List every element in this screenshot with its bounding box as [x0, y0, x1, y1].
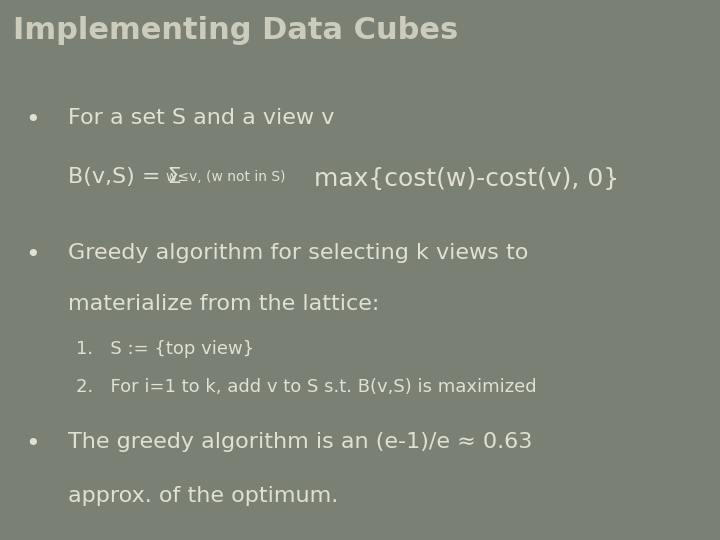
Text: Greedy algorithm for selecting k views to: Greedy algorithm for selecting k views t… — [68, 243, 528, 263]
Text: max{cost(w)-cost(v), 0}: max{cost(w)-cost(v), 0} — [306, 167, 619, 191]
Text: •: • — [25, 243, 40, 267]
Text: Implementing Data Cubes: Implementing Data Cubes — [13, 16, 458, 45]
Text: materialize from the lattice:: materialize from the lattice: — [68, 294, 379, 314]
Text: •: • — [25, 432, 40, 456]
Text: •: • — [25, 108, 40, 132]
Text: 2.   For i=1 to k, add v to S s.t. B(v,S) is maximized: 2. For i=1 to k, add v to S s.t. B(v,S) … — [76, 378, 536, 396]
Text: B(v,S) = Σ: B(v,S) = Σ — [68, 167, 182, 187]
Text: The greedy algorithm is an (e-1)/e ≈ 0.63: The greedy algorithm is an (e-1)/e ≈ 0.6… — [68, 432, 533, 452]
Text: 1.   S := {top view}: 1. S := {top view} — [76, 340, 253, 358]
Text: w≤v, (w not in S): w≤v, (w not in S) — [166, 170, 285, 184]
Text: For a set S and a view v: For a set S and a view v — [68, 108, 335, 128]
Text: approx. of the optimum.: approx. of the optimum. — [68, 486, 338, 506]
